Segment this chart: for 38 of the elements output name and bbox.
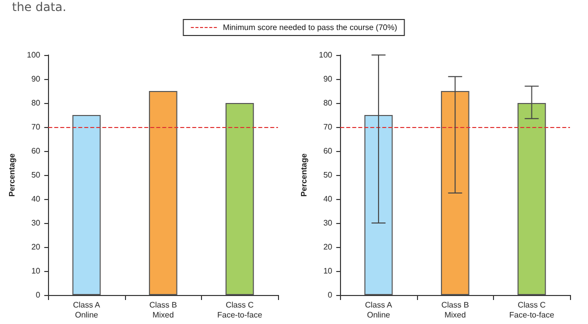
y-tick-label: 60 [323,146,333,156]
y-tick-label: 100 [318,50,333,60]
y-tick-label: 20 [323,242,333,252]
y-tick-label: 40 [323,194,333,204]
y-tick-label: 80 [323,98,333,108]
y-tick-label: 90 [31,74,41,84]
bar [364,115,393,295]
text: the data. [12,0,66,14]
y-tick-label: 70 [31,122,41,132]
bar [148,91,178,295]
y-tick-label: 60 [31,146,41,156]
y-tick-label: 90 [323,74,333,84]
y-tick-label: 10 [31,266,41,276]
y-tick-label: 40 [31,194,41,204]
legend-label: Minimum score needed to pass the course (70%) [222,23,398,32]
y-tick-label: 100 [26,50,41,60]
y-axis-title: Percentage [8,152,16,197]
x-tick-label: Class C Face-to-face [217,300,263,320]
x-tick-label: Class A Online [364,300,393,320]
x-tick-label: Class B Mixed [441,300,469,320]
y-tick-label: 70 [323,122,333,132]
bar [226,103,254,295]
y-tick-label: 50 [323,170,333,180]
y-tick-label: 80 [31,98,41,108]
y-tick-label: 10 [323,266,333,276]
y-tick-label: 50 [31,170,41,180]
y-axis-title: Percentage [300,152,308,197]
y-tick-label: 20 [31,242,41,252]
x-tick-label: Class A Online [72,300,101,320]
x-tick-label: Class C Face-to-face [509,300,555,320]
bar [518,103,546,295]
y-tick-label: 30 [31,218,41,228]
y-tick-label: 30 [323,218,333,228]
y-tick-label: 0 [328,290,333,300]
bar [440,91,470,295]
bar [72,115,101,295]
y-tick-label: 0 [36,290,41,300]
x-tick-label: Class B Mixed [149,300,177,320]
